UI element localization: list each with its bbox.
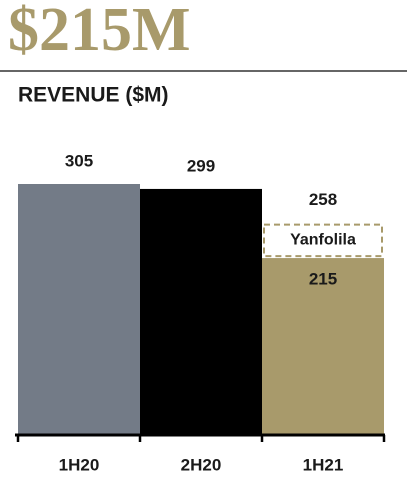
headline: $215M [8,0,191,64]
bar [18,184,140,435]
x-tick-label: 1H21 [303,455,344,474]
bar [140,188,262,435]
value-label: 305 [65,151,93,170]
subtitle: REVENUE ($M) [18,84,169,107]
value-label: 215 [309,270,337,289]
bar-segment [263,223,383,258]
value-label: 299 [187,156,215,175]
x-tick-label: 1H20 [59,455,100,474]
bar [262,258,384,435]
segment-label: Yanfolila [290,232,356,249]
x-tick-label: 2H20 [181,455,222,474]
total-label: 258 [309,190,337,209]
